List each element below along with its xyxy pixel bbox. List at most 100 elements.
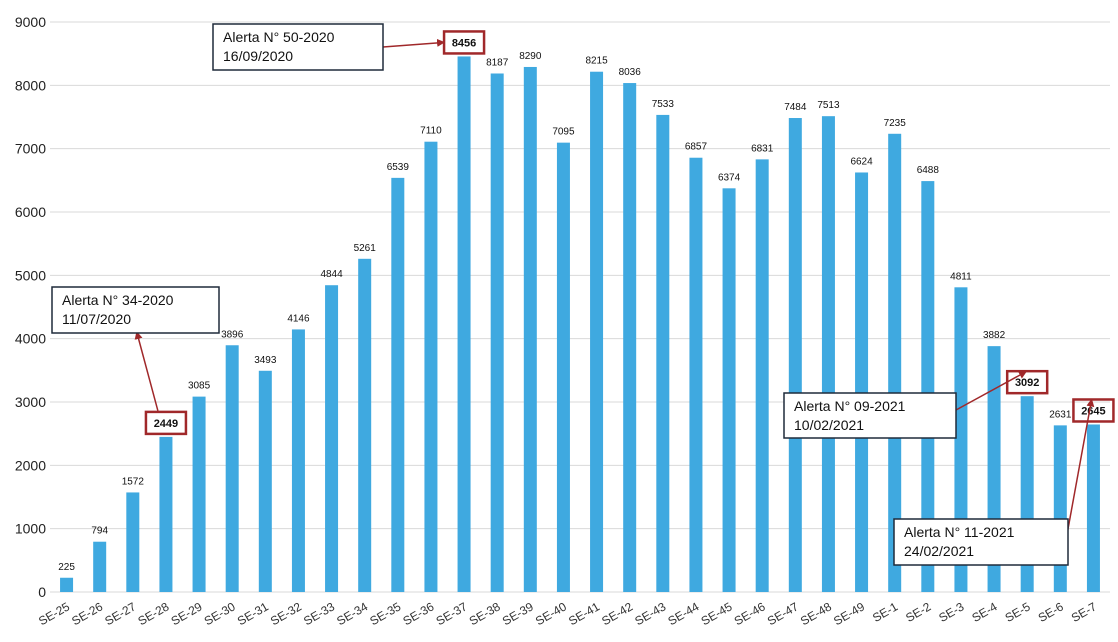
x-tick-label: SE-42 [599, 599, 635, 628]
x-tick-label: SE-41 [566, 599, 602, 628]
x-tick-label: SE-30 [202, 599, 238, 628]
bar [523, 66, 537, 592]
y-tick-label: 7000 [15, 141, 46, 157]
bar [556, 142, 570, 592]
y-tick-label: 5000 [15, 267, 46, 283]
x-tick-label: SE-33 [301, 599, 337, 628]
data-label: 6831 [751, 143, 774, 154]
data-label: 8456 [452, 37, 476, 49]
bar [855, 172, 869, 593]
x-tick-label: SE-27 [102, 599, 138, 628]
data-label: 6857 [685, 142, 708, 153]
bar [954, 287, 968, 592]
bar [656, 114, 670, 592]
bars [60, 56, 1100, 593]
y-tick-label: 3000 [15, 394, 46, 410]
bar [888, 133, 902, 593]
annotation-arrow [382, 38, 446, 48]
x-tick-label: SE-3 [936, 599, 966, 625]
x-tick-label: SE-36 [401, 599, 437, 628]
bar [391, 177, 405, 592]
x-tick-label: SE-35 [367, 599, 403, 628]
bar [358, 258, 372, 592]
data-label: 7484 [784, 102, 807, 113]
bar [722, 188, 736, 592]
y-tick-label: 9000 [15, 14, 46, 30]
bar [821, 116, 835, 592]
highlight-box [144, 410, 188, 436]
annotation-arrow [1065, 398, 1095, 541]
data-label: 6488 [917, 165, 940, 176]
annotation-title: Alerta N° 11-2021 [904, 524, 1015, 540]
y-axis-ticks: 0 1000 2000 3000 4000 5000 6000 7000 8000 9000 [15, 14, 46, 600]
bar [755, 159, 769, 592]
bar [590, 71, 604, 592]
x-tick-label: SE-26 [69, 599, 105, 628]
bar [921, 181, 935, 593]
x-tick-label: SE-34 [334, 599, 370, 628]
y-tick-label: 1000 [15, 521, 46, 537]
x-tick-label: SE-29 [169, 599, 205, 628]
data-label: 7513 [817, 100, 840, 111]
bar [258, 370, 272, 592]
x-tick-label: SE-47 [765, 599, 801, 628]
data-label: 3493 [254, 355, 277, 366]
data-label: 3882 [983, 330, 1006, 341]
data-label: 7095 [552, 127, 575, 138]
data-label: 7110 [420, 126, 442, 137]
annotation-date: 24/02/2021 [904, 543, 974, 559]
x-tick-label: SE-31 [235, 599, 271, 628]
x-tick-label: SE-37 [434, 599, 470, 628]
data-label: 2631 [1049, 409, 1072, 420]
data-label: 6624 [850, 156, 873, 167]
x-tick-label: SE-5 [1003, 599, 1033, 625]
annotation-arrow [134, 331, 159, 412]
y-tick-label: 2000 [15, 457, 46, 473]
data-label: 794 [91, 526, 108, 537]
annotation-box [783, 392, 957, 439]
x-tick-label: SE-48 [798, 599, 834, 628]
data-label: 1572 [122, 476, 145, 487]
annotation-box [212, 23, 384, 71]
y-tick-label: 0 [38, 584, 46, 600]
bar [126, 492, 140, 592]
bar [291, 329, 305, 592]
annotation-title: Alerta N° 34-2020 [62, 292, 174, 308]
annotation-box [893, 518, 1069, 566]
annotation-date: 16/09/2020 [223, 48, 293, 64]
data-label: 8036 [619, 67, 642, 78]
x-tick-label: SE-1 [870, 599, 900, 625]
annotation-date: 10/02/2021 [794, 417, 864, 433]
data-label: 8290 [519, 51, 542, 62]
data-label: 7533 [652, 99, 675, 110]
x-tick-label: SE-45 [699, 599, 735, 628]
annotations: Alerta N° 34-2020 11/07/2020 Alerta N° 50-… [51, 23, 1095, 566]
data-label: 8187 [486, 57, 509, 68]
bar [490, 73, 504, 593]
x-tick-label: SE-44 [666, 599, 702, 628]
bar [93, 541, 107, 592]
data-label: 8215 [585, 56, 608, 67]
data-label: 225 [58, 562, 75, 573]
y-tick-label: 8000 [15, 77, 46, 93]
x-tick-label: SE-4 [969, 599, 999, 625]
bar [457, 56, 471, 593]
bar [424, 141, 438, 592]
bar [325, 285, 339, 592]
data-label: 4844 [320, 269, 343, 280]
y-tick-label: 6000 [15, 204, 46, 220]
x-tick-label: SE-25 [36, 599, 72, 628]
x-tick-label: SE-2 [903, 599, 933, 625]
data-label: 3085 [188, 381, 211, 392]
x-tick-label: SE-40 [533, 599, 569, 628]
x-tick-label: SE-28 [136, 599, 172, 628]
x-tick-label: SE-6 [1036, 599, 1066, 625]
bar [60, 577, 74, 592]
bar [1053, 425, 1067, 592]
data-label: 4146 [287, 313, 310, 324]
bar [192, 396, 206, 592]
bar [623, 83, 637, 592]
annotation-title: Alerta N° 09-2021 [794, 398, 906, 414]
x-tick-label: SE-38 [467, 599, 503, 628]
